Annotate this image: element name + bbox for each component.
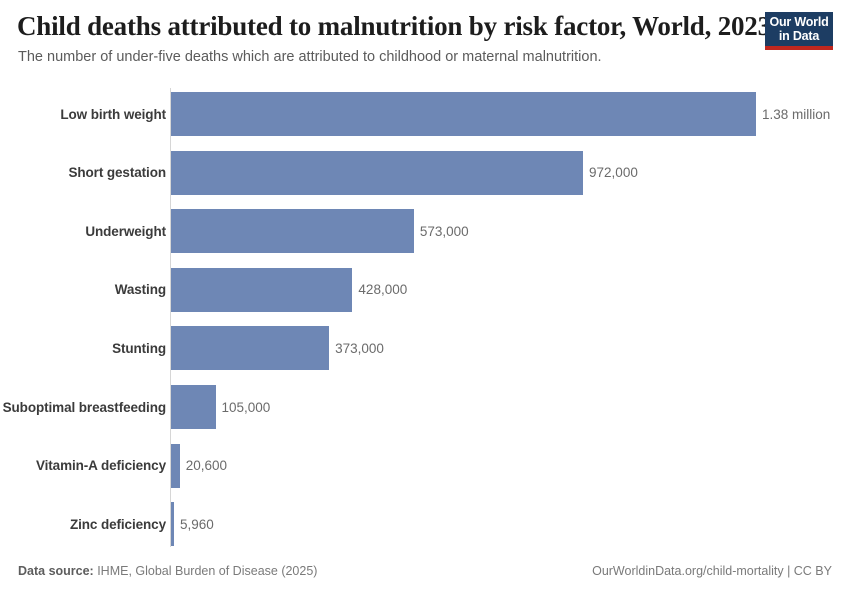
bar-row[interactable]: Wasting 428,000 (0, 267, 850, 312)
bar-row[interactable]: Underweight 573,000 (0, 209, 850, 254)
bar-rect[interactable] (171, 209, 414, 254)
bar-value-label: 20,600 (185, 458, 228, 474)
bar-rect[interactable] (171, 150, 584, 195)
y-axis-line (170, 88, 171, 547)
bar-category-label: Zinc deficiency (69, 516, 166, 532)
bar-rect[interactable] (171, 267, 353, 312)
bar-category-label: Suboptimal breastfeeding (2, 399, 166, 415)
bar-category-label: Vitamin-A deficiency (35, 458, 166, 474)
bar-row[interactable]: Short gestation 972,000 (0, 150, 850, 195)
bar-row[interactable]: Low birth weight 1.38 million (0, 92, 850, 136)
bar-rect[interactable] (171, 92, 756, 136)
bar-category-label: Low birth weight (60, 106, 166, 122)
bar-category-label: Short gestation (68, 165, 166, 181)
bar-row[interactable]: Stunting 373,000 (0, 326, 850, 371)
bar-value-label: 428,000 (358, 282, 408, 298)
bar-value-label: 1.38 million (762, 106, 831, 122)
chart-header: Child deaths attributed to malnutrition … (0, 0, 850, 80)
bar-value-label: 105,000 (221, 399, 271, 415)
our-world-in-data-logo[interactable]: Our World in Data (765, 12, 833, 50)
bar-category-label: Wasting (114, 282, 166, 298)
bar-row[interactable]: Zinc deficiency 5,960 (0, 502, 850, 547)
bar-rect[interactable] (171, 502, 174, 547)
bar-rect[interactable] (171, 443, 180, 488)
bar-row[interactable]: Suboptimal breastfeeding 105,000 (0, 385, 850, 429)
data-source: Data source: IHME, Global Burden of Dise… (18, 564, 317, 578)
bar-chart-plot-area: Low birth weight 1.38 million Short gestat… (0, 85, 850, 550)
bar-value-label: 573,000 (419, 223, 469, 239)
bar-value-label: 5,960 (180, 516, 214, 532)
logo-line-1: Our World (769, 14, 829, 29)
bar-category-label: Underweight (85, 223, 166, 239)
bar-rect[interactable] (171, 326, 330, 371)
data-source-label: Data source: (18, 564, 94, 578)
bar-row[interactable]: Vitamin-A deficiency 20,600 (0, 443, 850, 488)
bar-category-label: Stunting (112, 340, 166, 356)
page-title: Child deaths attributed to malnutrition … (17, 11, 771, 41)
chart-footer: Data source: IHME, Global Burden of Dise… (0, 564, 850, 586)
data-source-text: IHME, Global Burden of Disease (2025) (93, 564, 318, 578)
logo-line-2: in Data (778, 28, 820, 43)
bar-value-label: 972,000 (589, 165, 638, 181)
attribution-link[interactable]: OurWorldinData.org/child-mortality | CC … (592, 564, 832, 578)
chart-subtitle: The number of under-five deaths which ar… (18, 49, 602, 65)
bar-value-label: 373,000 (335, 340, 384, 356)
bar-rect[interactable] (171, 385, 216, 429)
